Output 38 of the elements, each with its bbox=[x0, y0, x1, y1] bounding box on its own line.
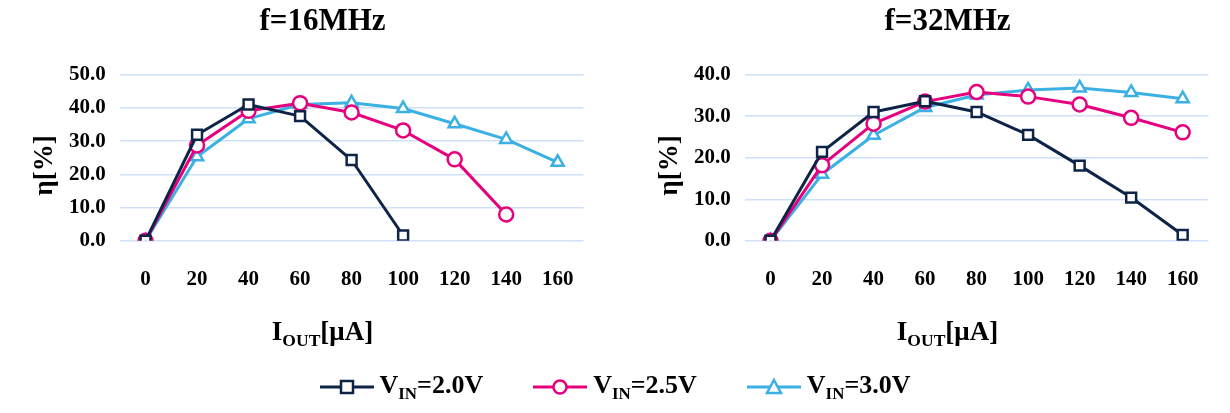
x-tick-label: 100 bbox=[387, 265, 419, 290]
legend-label: V$_{IN}$=3.0V bbox=[806, 370, 911, 405]
y-tick-label: 20.0 bbox=[694, 144, 731, 169]
y-tick-label: 10.0 bbox=[694, 185, 731, 210]
legend-label: V$_{IN}$=2.5V bbox=[593, 370, 697, 405]
y-tick-label: 0.0 bbox=[704, 227, 731, 252]
x-tick-label: 160 bbox=[1166, 265, 1199, 290]
x-tick-label: 80 bbox=[341, 265, 363, 290]
y-tick-label: 10.0 bbox=[69, 193, 106, 218]
x-tick-label: 60 bbox=[289, 265, 311, 290]
x-tick-label: 120 bbox=[1063, 265, 1096, 290]
x-tick-label: 120 bbox=[438, 265, 471, 290]
x-tick-label: 140 bbox=[1115, 265, 1147, 290]
x-tick-label: 40 bbox=[238, 265, 260, 290]
y-tick-label: 30.0 bbox=[694, 102, 731, 127]
x-tick-label: 60 bbox=[914, 265, 936, 290]
y-axis-title: η[%] bbox=[27, 134, 59, 198]
y-tick-label: 30.0 bbox=[69, 127, 106, 152]
x-tick-label: 100 bbox=[1012, 265, 1044, 290]
y-tick-label: 20.0 bbox=[69, 160, 106, 185]
chart-title: f=16MHz bbox=[258, 2, 387, 38]
x-tick-label: 0 bbox=[765, 265, 776, 290]
y-tick-label: 40.0 bbox=[69, 94, 106, 119]
y-tick-label: 50.0 bbox=[69, 61, 106, 86]
y-tick-label: 40.0 bbox=[694, 61, 731, 86]
x-tick-label: 160 bbox=[541, 265, 574, 290]
x-tick-label: 140 bbox=[490, 265, 522, 290]
y-tick-label: 0.0 bbox=[79, 227, 106, 252]
y-axis-title: η[%] bbox=[652, 134, 684, 198]
x-tick-label: 40 bbox=[863, 265, 885, 290]
x-tick-label: 0 bbox=[140, 265, 151, 290]
chart-title: f=32MHz bbox=[883, 2, 1012, 38]
x-tick-label: 20 bbox=[186, 265, 208, 290]
x-axis-title: I$_{OUT}$[μA] bbox=[270, 316, 375, 352]
x-axis-title: I$_{OUT}$[μA] bbox=[895, 316, 1000, 352]
x-tick-label: 80 bbox=[966, 265, 988, 290]
legend-label: V$_{IN}$=2.0V bbox=[379, 370, 484, 405]
x-tick-label: 20 bbox=[811, 265, 833, 290]
